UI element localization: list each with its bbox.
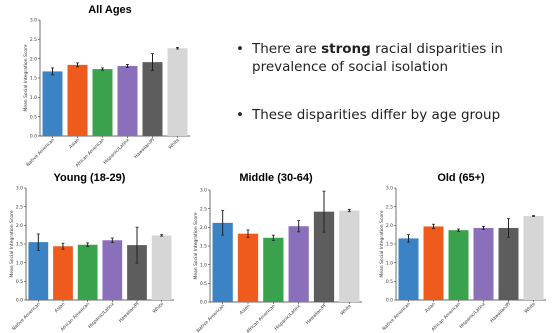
y-tick-label: 0.0: [30, 134, 37, 140]
x-tick-label: Hawaiian/PI: [489, 301, 512, 324]
bar: [288, 226, 309, 302]
bullet-item: • These disparities differ by age group: [236, 106, 546, 124]
bar: [53, 246, 73, 300]
x-tick-label: Hawaiian/PI: [305, 303, 328, 326]
x-tick-label: Native American: [381, 301, 412, 332]
y-axis-label: Mean Social Integration Score: [9, 210, 15, 278]
y-tick-label: 2.5: [200, 206, 207, 212]
bar: [339, 210, 360, 302]
chart-old: Old (65+) 0.0 0.5 1.0 1.5 2.0 2.5 3.0 Mean Soci…: [372, 172, 550, 333]
x-tick-label: White: [167, 137, 181, 151]
bar: [313, 211, 335, 302]
bar: [523, 216, 544, 300]
bullet-text-end: racial disparities in prevalence of soci…: [252, 41, 503, 75]
chart-young: Young (18-29) 0.0 0.5 1.0 1.5 2.0 2.5 3.0 Mean …: [2, 172, 177, 333]
y-tick-label: 2.0: [30, 56, 37, 62]
bar: [42, 71, 63, 136]
y-tick-label: 1.0: [16, 260, 23, 266]
x-tick-label: Asian: [424, 301, 437, 314]
bar: [127, 245, 147, 300]
y-tick-label: 0.5: [386, 279, 393, 285]
y-tick-label: 0.0: [200, 300, 207, 306]
y-tick-label: 1.5: [30, 76, 37, 82]
bullet-list: • There are strong racial disparities in…: [236, 40, 546, 124]
chart-svg: 0.0 0.5 1.0 1.5 2.0 2.5 3.0 Mean Social Integra…: [379, 186, 546, 333]
chart-title: All Ages: [88, 4, 132, 16]
bar: [237, 233, 259, 302]
bar: [102, 240, 123, 300]
y-axis-label: Mean Social Integration Score: [193, 212, 199, 280]
chart-svg: 0.0 0.5 1.0 1.5 2.0 2.5 3.0 Mean Social Integra…: [9, 186, 174, 333]
y-tick-label: 2.0: [200, 225, 207, 231]
x-tick-label: Asian: [68, 137, 81, 150]
x-tick-label: Hispanic/Latinx: [458, 301, 487, 330]
bar: [212, 222, 233, 302]
bullet-text: These disparities differ by age group: [252, 107, 501, 123]
bar: [92, 69, 113, 136]
x-tick-label: Hawaiian/PI: [133, 137, 156, 160]
y-tick-label: 1.0: [200, 262, 207, 268]
y-tick-label: 0.0: [16, 298, 23, 304]
y-tick-label: 1.5: [200, 244, 207, 250]
bullet-text: There are: [252, 41, 322, 57]
bar: [263, 237, 284, 302]
x-tick-label: Native American: [11, 301, 42, 332]
x-tick-label: Hispanic/Latinx: [273, 303, 302, 332]
y-tick-label: 3.0: [16, 186, 23, 192]
chart-title: Middle (30-64): [239, 172, 313, 184]
bullet-item: • There are strong racial disparities in…: [236, 40, 546, 76]
bar: [28, 242, 49, 300]
bar: [398, 238, 419, 300]
bar: [117, 66, 138, 136]
y-tick-label: 3.0: [386, 186, 393, 192]
bullet-dot-icon: •: [236, 41, 244, 57]
y-tick-label: 2.5: [30, 37, 37, 43]
x-tick-label: Native American: [195, 303, 226, 333]
y-tick-label: 0.5: [200, 281, 207, 287]
y-tick-label: 2.5: [16, 204, 23, 210]
chart-all-ages: All Ages 0.0 0.5 1.0 1.5 2.0 2.5 3.0 Mean Socia…: [23, 4, 196, 180]
y-axis-label: Mean Social Integration Score: [23, 44, 29, 112]
chart-svg: 0.0 0.5 1.0 1.5 2.0 2.5 3.0 Mean Social Integra…: [23, 18, 190, 169]
bar: [151, 235, 172, 300]
bar: [498, 227, 519, 300]
chart-svg: 0.0 0.5 1.0 1.5 2.0 2.5 3.0 Mean Social Integra…: [193, 188, 362, 333]
y-tick-label: 2.0: [386, 223, 393, 229]
x-tick-label: Asian: [238, 303, 251, 316]
x-tick-label: White: [339, 303, 353, 317]
bullet-emphasis: strong: [321, 41, 371, 57]
y-tick-label: 1.5: [386, 242, 393, 248]
y-tick-label: 2.0: [16, 223, 23, 229]
bar: [448, 230, 469, 300]
y-tick-label: 3.0: [200, 188, 207, 194]
chart-title: Young (18-29): [53, 172, 126, 184]
x-tick-label: Asian: [53, 301, 66, 314]
bar: [142, 62, 163, 136]
y-tick-label: 3.0: [30, 18, 37, 24]
bullet-dot-icon: •: [236, 107, 244, 123]
x-tick-label: White: [523, 301, 537, 315]
y-tick-label: 1.5: [16, 242, 23, 248]
bar: [473, 227, 494, 300]
x-tick-label: White: [152, 301, 166, 315]
y-tick-label: 1.0: [386, 260, 393, 266]
chart-middle: Middle (30-64) 0.0 0.5 1.0 1.5 2.0 2.5 3.0 Mean…: [186, 172, 366, 333]
chart-title: Old (65+): [437, 172, 485, 184]
x-tick-label: Hispanic/Latinx: [102, 137, 131, 166]
y-tick-label: 1.0: [30, 95, 37, 101]
x-tick-label: Hispanic/Latinx: [87, 301, 116, 330]
x-tick-label: Native American: [25, 137, 56, 168]
bar: [423, 226, 444, 300]
bar: [77, 244, 98, 300]
y-tick-label: 0.5: [16, 279, 23, 285]
y-tick-label: 0.5: [30, 114, 37, 120]
y-tick-label: 2.5: [386, 204, 393, 210]
x-tick-label: Hawaiian/PI: [118, 301, 141, 324]
bar: [167, 48, 188, 136]
bar: [67, 64, 88, 136]
y-axis-label: Mean Social Integration Score: [379, 210, 385, 278]
y-tick-label: 0.0: [386, 298, 393, 304]
